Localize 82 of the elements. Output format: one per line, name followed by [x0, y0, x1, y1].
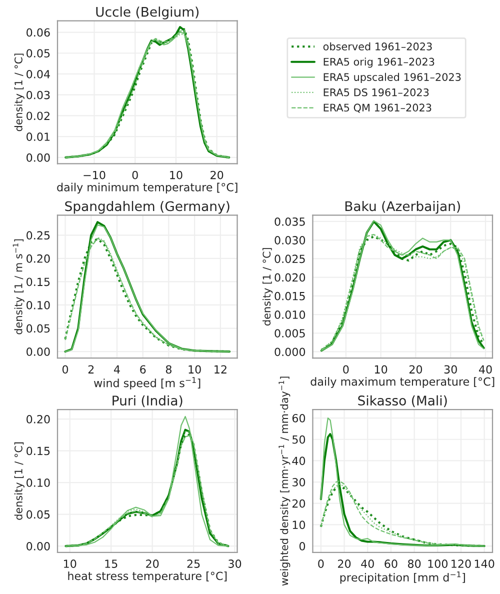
y-tick-label: 30: [292, 478, 306, 486]
y-tick-label: 0.01: [26, 132, 50, 141]
y-axis-title: density [1 / °C]: [14, 442, 24, 520]
y-tick-label: 10: [292, 520, 306, 530]
x-tick-label: 20: [338, 560, 351, 568]
x-tick-label: 8: [166, 365, 172, 374]
y-tick-label: 0.030: [274, 236, 306, 244]
y-axis-title: weighted density [mm·yr$^{−1}$ / mm·day$^{−1}$]: [278, 376, 290, 586]
x-tick-label: −10: [84, 170, 106, 180]
x-tick-label: 10: [374, 365, 388, 374]
x-tick-label: 140: [474, 560, 494, 568]
x-tick-label: 80: [408, 560, 421, 568]
y-tick-label: 0.06: [26, 28, 50, 37]
y-axis-title: density [1 / °C]: [262, 248, 273, 326]
y-tick-label: 0.02: [26, 112, 50, 120]
y-tick-label: 0.15: [26, 278, 50, 286]
x-tick-label: 60: [384, 560, 398, 568]
x-tick-label: 100: [428, 560, 448, 568]
y-tick-label: 0.020: [274, 273, 306, 282]
y-tick-label: 0.05: [26, 324, 50, 333]
y-tick-label: 0.10: [26, 300, 50, 310]
x-axis-title: precipitation [mm d$^{−1}$]: [340, 572, 465, 584]
x-tick-label: 0: [343, 365, 349, 374]
y-tick-label: 0.00: [26, 153, 50, 162]
x-tick-label: 40: [478, 365, 492, 374]
x-tick-label: 0: [318, 560, 324, 568]
legend-label: ERA5 orig 1961–2023: [324, 58, 434, 68]
y-tick-label: 20: [292, 499, 306, 508]
x-tick-label: 12: [214, 365, 226, 374]
y-tick-label: 0.04: [26, 70, 50, 78]
y-tick-label: 0.15: [26, 446, 50, 456]
y-tick-label: 40: [292, 456, 306, 466]
y-tick-label: 0.005: [274, 329, 305, 338]
x-tick-label: 6: [140, 365, 146, 374]
x-tick-label: 10: [188, 365, 201, 374]
y-tick-label: 0.035: [274, 217, 305, 226]
legend-label: observed 1961–2023: [323, 42, 432, 50]
x-tick-label: 20: [409, 365, 422, 374]
legend-label: ERA5 DS 1961–2023: [324, 88, 429, 96]
y-axis-title: density [1 / m s$^{−1}$]: [12, 239, 24, 334]
x-tick-label: 15: [105, 560, 118, 568]
x-tick-label: 120: [452, 560, 471, 568]
y-axis-title: density [1 / °C]: [14, 54, 24, 132]
x-axis-title: heat stress temperature [°C]: [68, 572, 227, 582]
legend-label: ERA5 QM 1961–2023: [324, 104, 432, 113]
y-tick-label: 0.25: [26, 231, 50, 240]
legend-label: ERA5 upscaled 1961–2023: [324, 72, 461, 83]
x-tick-label: 30: [228, 560, 242, 568]
x-tick-label: 4: [114, 365, 120, 374]
x-tick-label: 0: [132, 170, 138, 180]
x-axis-title: daily maximum temperature [°C]: [310, 377, 494, 388]
x-tick-label: 10: [64, 560, 76, 568]
y-tick-label: 0.025: [274, 254, 305, 264]
x-tick-label: 20: [210, 170, 224, 180]
y-tick-label: 0.20: [26, 254, 50, 263]
y-tick-label: 0.00: [26, 348, 50, 356]
x-axis-title: daily minimum temperature [°C]: [57, 182, 238, 194]
y-tick-label: 50: [292, 435, 306, 444]
chart-title: Spangdahlem (Germany): [65, 200, 230, 214]
y-tick-label: 0.20: [26, 415, 50, 424]
chart-title: Puri (India): [112, 395, 182, 408]
y-tick-label: 0: [299, 542, 306, 550]
x-tick-label: 0: [62, 365, 68, 374]
y-tick-label: 0.015: [274, 292, 305, 300]
x-tick-label: 30: [444, 365, 457, 374]
x-tick-label: 25: [187, 560, 200, 568]
chart-title: Uccle (Belgium): [96, 6, 199, 20]
y-tick-label: 0.10: [26, 478, 50, 487]
x-tick-label: 2: [88, 365, 94, 374]
y-tick-label: 0.00: [26, 542, 50, 550]
chart-title: Sikasso (Mali): [358, 395, 447, 408]
y-tick-label: 0.010: [274, 310, 306, 319]
x-tick-label: 40: [361, 560, 374, 568]
y-tick-label: 0.03: [26, 90, 50, 100]
y-tick-label: 0.05: [26, 510, 50, 519]
chart-title: Baku (Azerbaijan): [345, 200, 460, 214]
x-tick-label: 10: [170, 170, 182, 180]
y-tick-label: 0.05: [26, 49, 50, 58]
y-tick-label: 0.000: [274, 348, 306, 356]
y-tick-label: 60: [292, 414, 306, 422]
x-axis-title: wind speed [m s$^{−1}$]: [94, 377, 200, 390]
x-tick-label: 20: [146, 560, 159, 568]
